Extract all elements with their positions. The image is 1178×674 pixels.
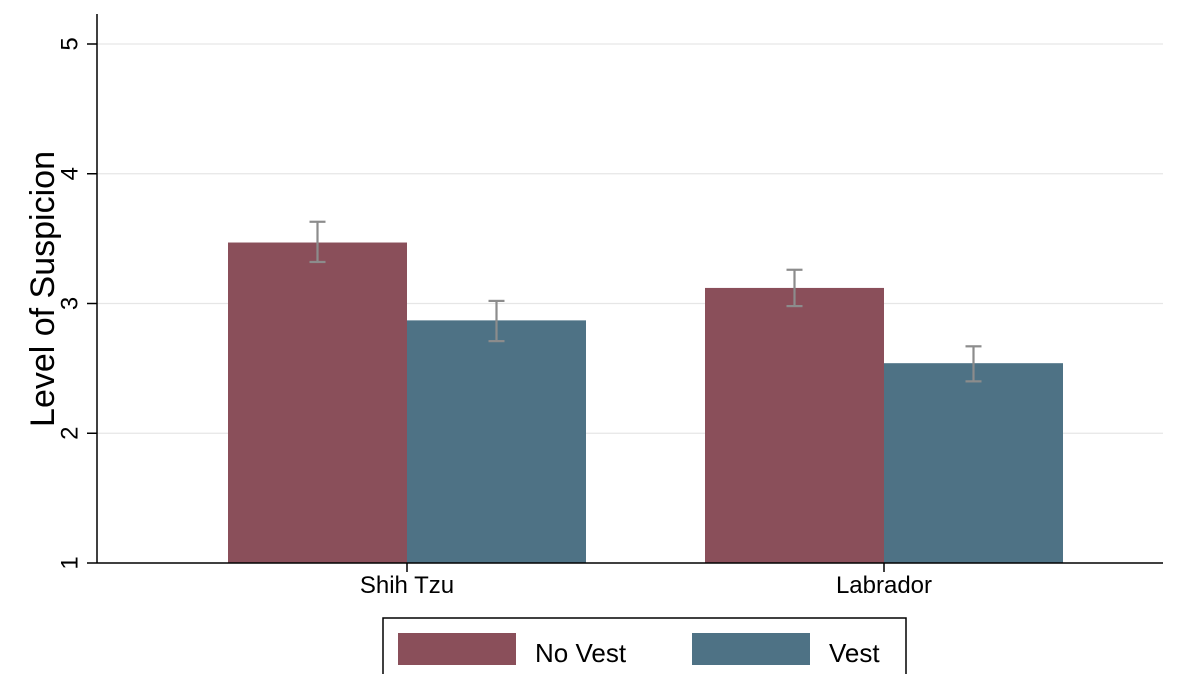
y-tick-label: 2: [56, 427, 83, 440]
bar: [884, 363, 1063, 563]
legend-label: Vest: [829, 638, 880, 668]
y-axis-label: Level of Suspicion: [24, 151, 62, 427]
y-tick-label: 5: [56, 37, 83, 50]
y-tick-label: 1: [56, 556, 83, 569]
y-ticks-group: 1 2 3 4 5: [56, 37, 97, 570]
bar: [705, 287, 884, 563]
y-tick-label: 3: [56, 297, 83, 310]
x-category-label: Labrador: [836, 572, 932, 599]
bar: [228, 242, 407, 563]
legend-label: No Vest: [535, 638, 627, 668]
x-categories-group: Shih Tzu Labrador: [360, 563, 932, 599]
legend-swatch: [692, 633, 810, 665]
x-category-label: Shih Tzu: [360, 572, 454, 599]
legend: No Vest Vest: [382, 617, 907, 674]
bars-group: [228, 242, 1063, 563]
bar: [407, 320, 586, 563]
legend-swatch: [398, 633, 516, 665]
error-bars-group: [309, 220, 982, 383]
y-tick-label: 4: [56, 167, 83, 180]
